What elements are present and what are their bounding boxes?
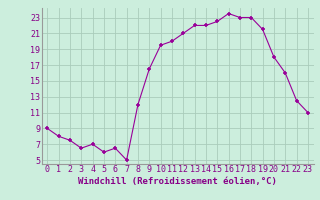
X-axis label: Windchill (Refroidissement éolien,°C): Windchill (Refroidissement éolien,°C) [78, 177, 277, 186]
